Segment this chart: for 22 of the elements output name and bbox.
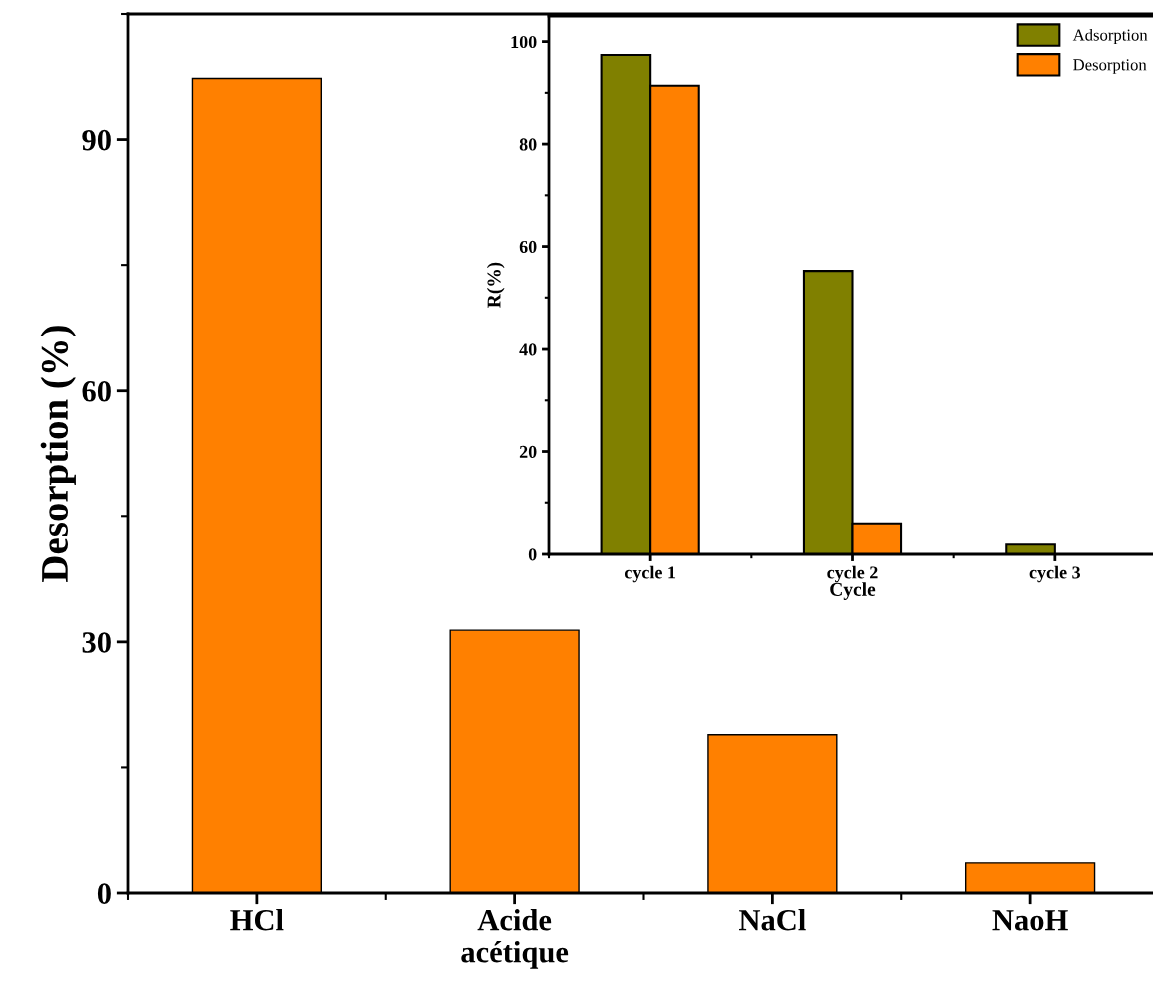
y-tick-label: 20 [519, 445, 537, 458]
x-tick-label: NaoH [992, 910, 1068, 931]
y-tick-label: 40 [519, 343, 537, 356]
y-axis-title: Desorption (%) [40, 326, 76, 582]
x-tick-label: NaCl [739, 908, 806, 931]
y-tick-label: 60 [519, 240, 537, 254]
x-tick-label: Acide acétique [461, 908, 569, 969]
y-tick-label: 100 [511, 35, 537, 49]
y-tick-label: 80 [519, 138, 537, 151]
y-axis-title: R(%) [486, 262, 505, 308]
x-tick-label: cycle 1 [624, 565, 676, 583]
y-tick-label: 60 [82, 381, 111, 402]
y-tick-label: 90 [82, 129, 111, 151]
legend-label: Desorption [1073, 59, 1147, 74]
x-axis-title: Cycle [830, 582, 876, 600]
x-tick-label: cycle 3 [1029, 565, 1081, 583]
x-tick-label: HCl [230, 908, 284, 931]
y-tick-label: 0 [528, 548, 537, 561]
y-tick-label: 30 [82, 632, 111, 653]
y-tick-label: 0 [97, 883, 111, 904]
legend-label: Adsorption [1072, 28, 1148, 45]
x-tick-label: cycle 2 [827, 565, 878, 583]
